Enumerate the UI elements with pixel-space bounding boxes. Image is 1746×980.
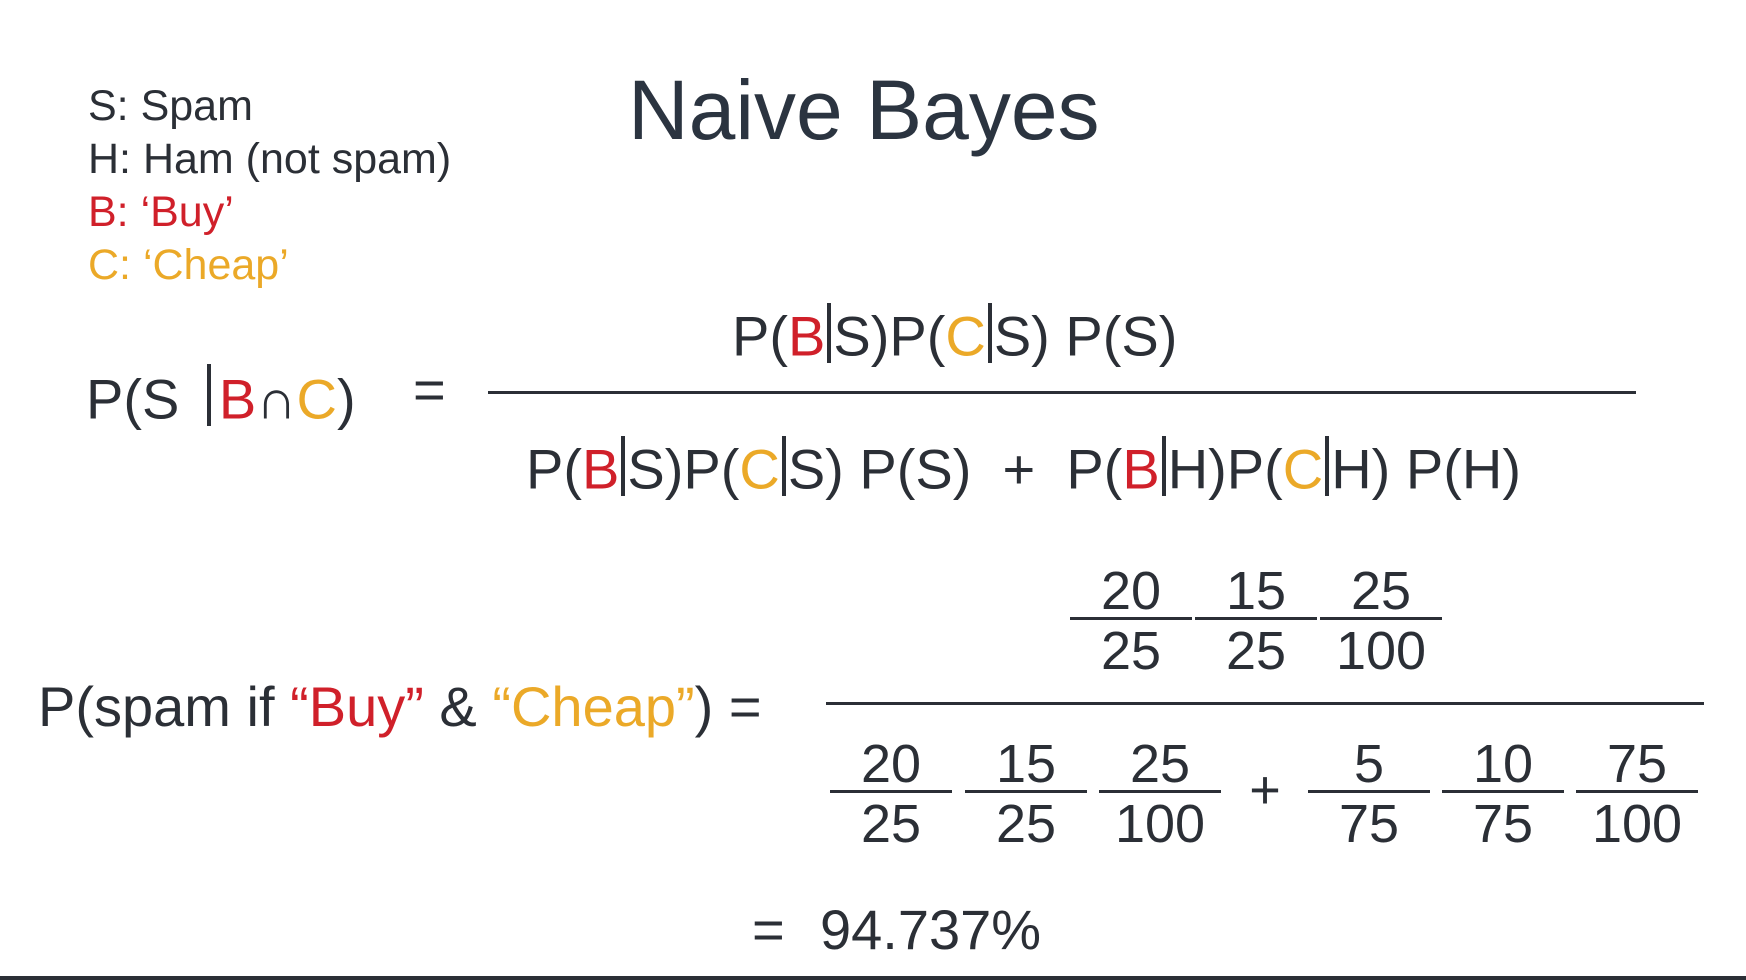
lhs-cheap: C <box>296 367 337 431</box>
num-pc-open: P( <box>889 304 946 368</box>
legend-buy: B: ‘Buy’ <box>88 188 234 236</box>
num-s2: S) <box>993 304 1050 368</box>
numerator-frac-1-numerator: 20 <box>1100 561 1162 621</box>
denominator-frac-3-numerator: 25 <box>1129 734 1191 794</box>
den-h1: H) <box>1167 437 1227 501</box>
den-ph: P(H) <box>1405 437 1521 501</box>
num-ps: P(S) <box>1065 304 1178 368</box>
denominator-frac-4-numerator: 5 <box>1353 734 1385 794</box>
lhs-close: ) <box>336 367 356 431</box>
given-bar <box>206 364 211 426</box>
bottom-border <box>0 976 1746 980</box>
page-title: Naive Bayes <box>628 63 1100 157</box>
given-bar <box>621 436 626 496</box>
numeric-lhs-amp: & <box>423 675 493 738</box>
denominator-frac-4-denominator: 75 <box>1338 794 1400 854</box>
num-pb-open: P( <box>732 304 788 368</box>
den-s1: S) <box>627 437 684 501</box>
den-pb2-open: P( <box>1066 437 1123 501</box>
den-cheap: C <box>739 437 780 501</box>
general-denominator: P(B S)P(C S) P(S) + P(B H)P(C H) P(H) <box>526 436 1521 501</box>
legend-ham: H: Ham (not spam) <box>88 135 452 183</box>
den-buy: B <box>582 437 620 501</box>
denominator-frac-5-numerator: 10 <box>1472 734 1534 794</box>
fraction-bar <box>830 790 952 793</box>
denominator-frac-5-denominator: 75 <box>1472 794 1534 854</box>
den-s2: S) <box>787 437 844 501</box>
denominator-plus: + <box>1249 760 1281 820</box>
fraction-bar <box>1308 790 1430 793</box>
general-numerator: P(B S)P(C S) P(S) <box>732 303 1177 368</box>
denominator-frac-6-numerator: 75 <box>1606 734 1668 794</box>
denominator-frac-3-denominator: 100 <box>1114 794 1206 854</box>
den-plus: + <box>1002 437 1036 501</box>
num-cheap: C <box>945 304 986 368</box>
general-fraction-line <box>488 391 1636 394</box>
den-buy-2: B <box>1122 437 1160 501</box>
intersection-symbol: ∩ <box>256 367 297 431</box>
den-pc2-open: P( <box>1226 437 1283 501</box>
fraction-bar <box>965 790 1087 793</box>
numerator-frac-3-denominator: 100 <box>1335 621 1427 681</box>
denominator-frac-1-numerator: 20 <box>860 734 922 794</box>
result-value: 94.737% <box>820 898 1042 961</box>
legend-spam: S: Spam <box>88 82 253 130</box>
numeric-lhs-cheap: “Cheap” <box>492 675 695 738</box>
fraction-bar <box>1099 790 1221 793</box>
denominator-frac-2-denominator: 25 <box>995 794 1057 854</box>
lhs-buy: B <box>218 367 257 431</box>
given-bar <box>987 303 992 363</box>
numeric-lhs-open: P(spam if <box>38 675 291 738</box>
general-equals: = <box>413 358 446 421</box>
den-ps: P(S) <box>859 437 972 501</box>
denominator-frac-2-numerator: 15 <box>995 734 1057 794</box>
den-cheap-2: C <box>1282 437 1324 501</box>
den-pc-open: P( <box>683 437 740 501</box>
legend-cheap: C: ‘Cheap’ <box>88 241 289 289</box>
numeric-lhs-close: ) = <box>694 675 762 738</box>
general-lhs: P(S B∩C) <box>86 364 356 431</box>
denominator-frac-6-denominator: 100 <box>1591 794 1683 854</box>
given-bar <box>827 303 832 363</box>
den-pb-open: P( <box>526 437 582 501</box>
fraction-bar <box>1576 790 1698 793</box>
given-bar <box>1161 436 1166 496</box>
fraction-bar <box>1442 790 1564 793</box>
result-equals: = <box>752 898 785 961</box>
numeric-fraction-line <box>826 702 1704 705</box>
num-buy: B <box>788 304 826 368</box>
den-h2: H) <box>1331 437 1391 501</box>
fraction-bar <box>1320 617 1442 620</box>
fraction-bar <box>1070 617 1192 620</box>
given-bar <box>781 436 786 496</box>
numerator-frac-3-numerator: 25 <box>1350 561 1412 621</box>
lhs-p-open: P(S <box>86 367 180 431</box>
num-s1: S) <box>833 304 890 368</box>
variable-legend: S: Spam H: Ham (not spam) B: ‘Buy’ C: ‘C… <box>88 80 451 292</box>
numerator-frac-2-denominator: 25 <box>1225 621 1287 681</box>
numeric-lhs: P(spam if “Buy” & “Cheap”) = <box>38 675 762 739</box>
numerator-frac-2-numerator: 15 <box>1225 561 1287 621</box>
denominator-frac-1-denominator: 25 <box>860 794 922 854</box>
numerator-frac-1-denominator: 25 <box>1100 621 1162 681</box>
numeric-lhs-buy: “Buy” <box>290 675 424 738</box>
fraction-bar <box>1195 617 1317 620</box>
given-bar <box>1325 436 1330 496</box>
